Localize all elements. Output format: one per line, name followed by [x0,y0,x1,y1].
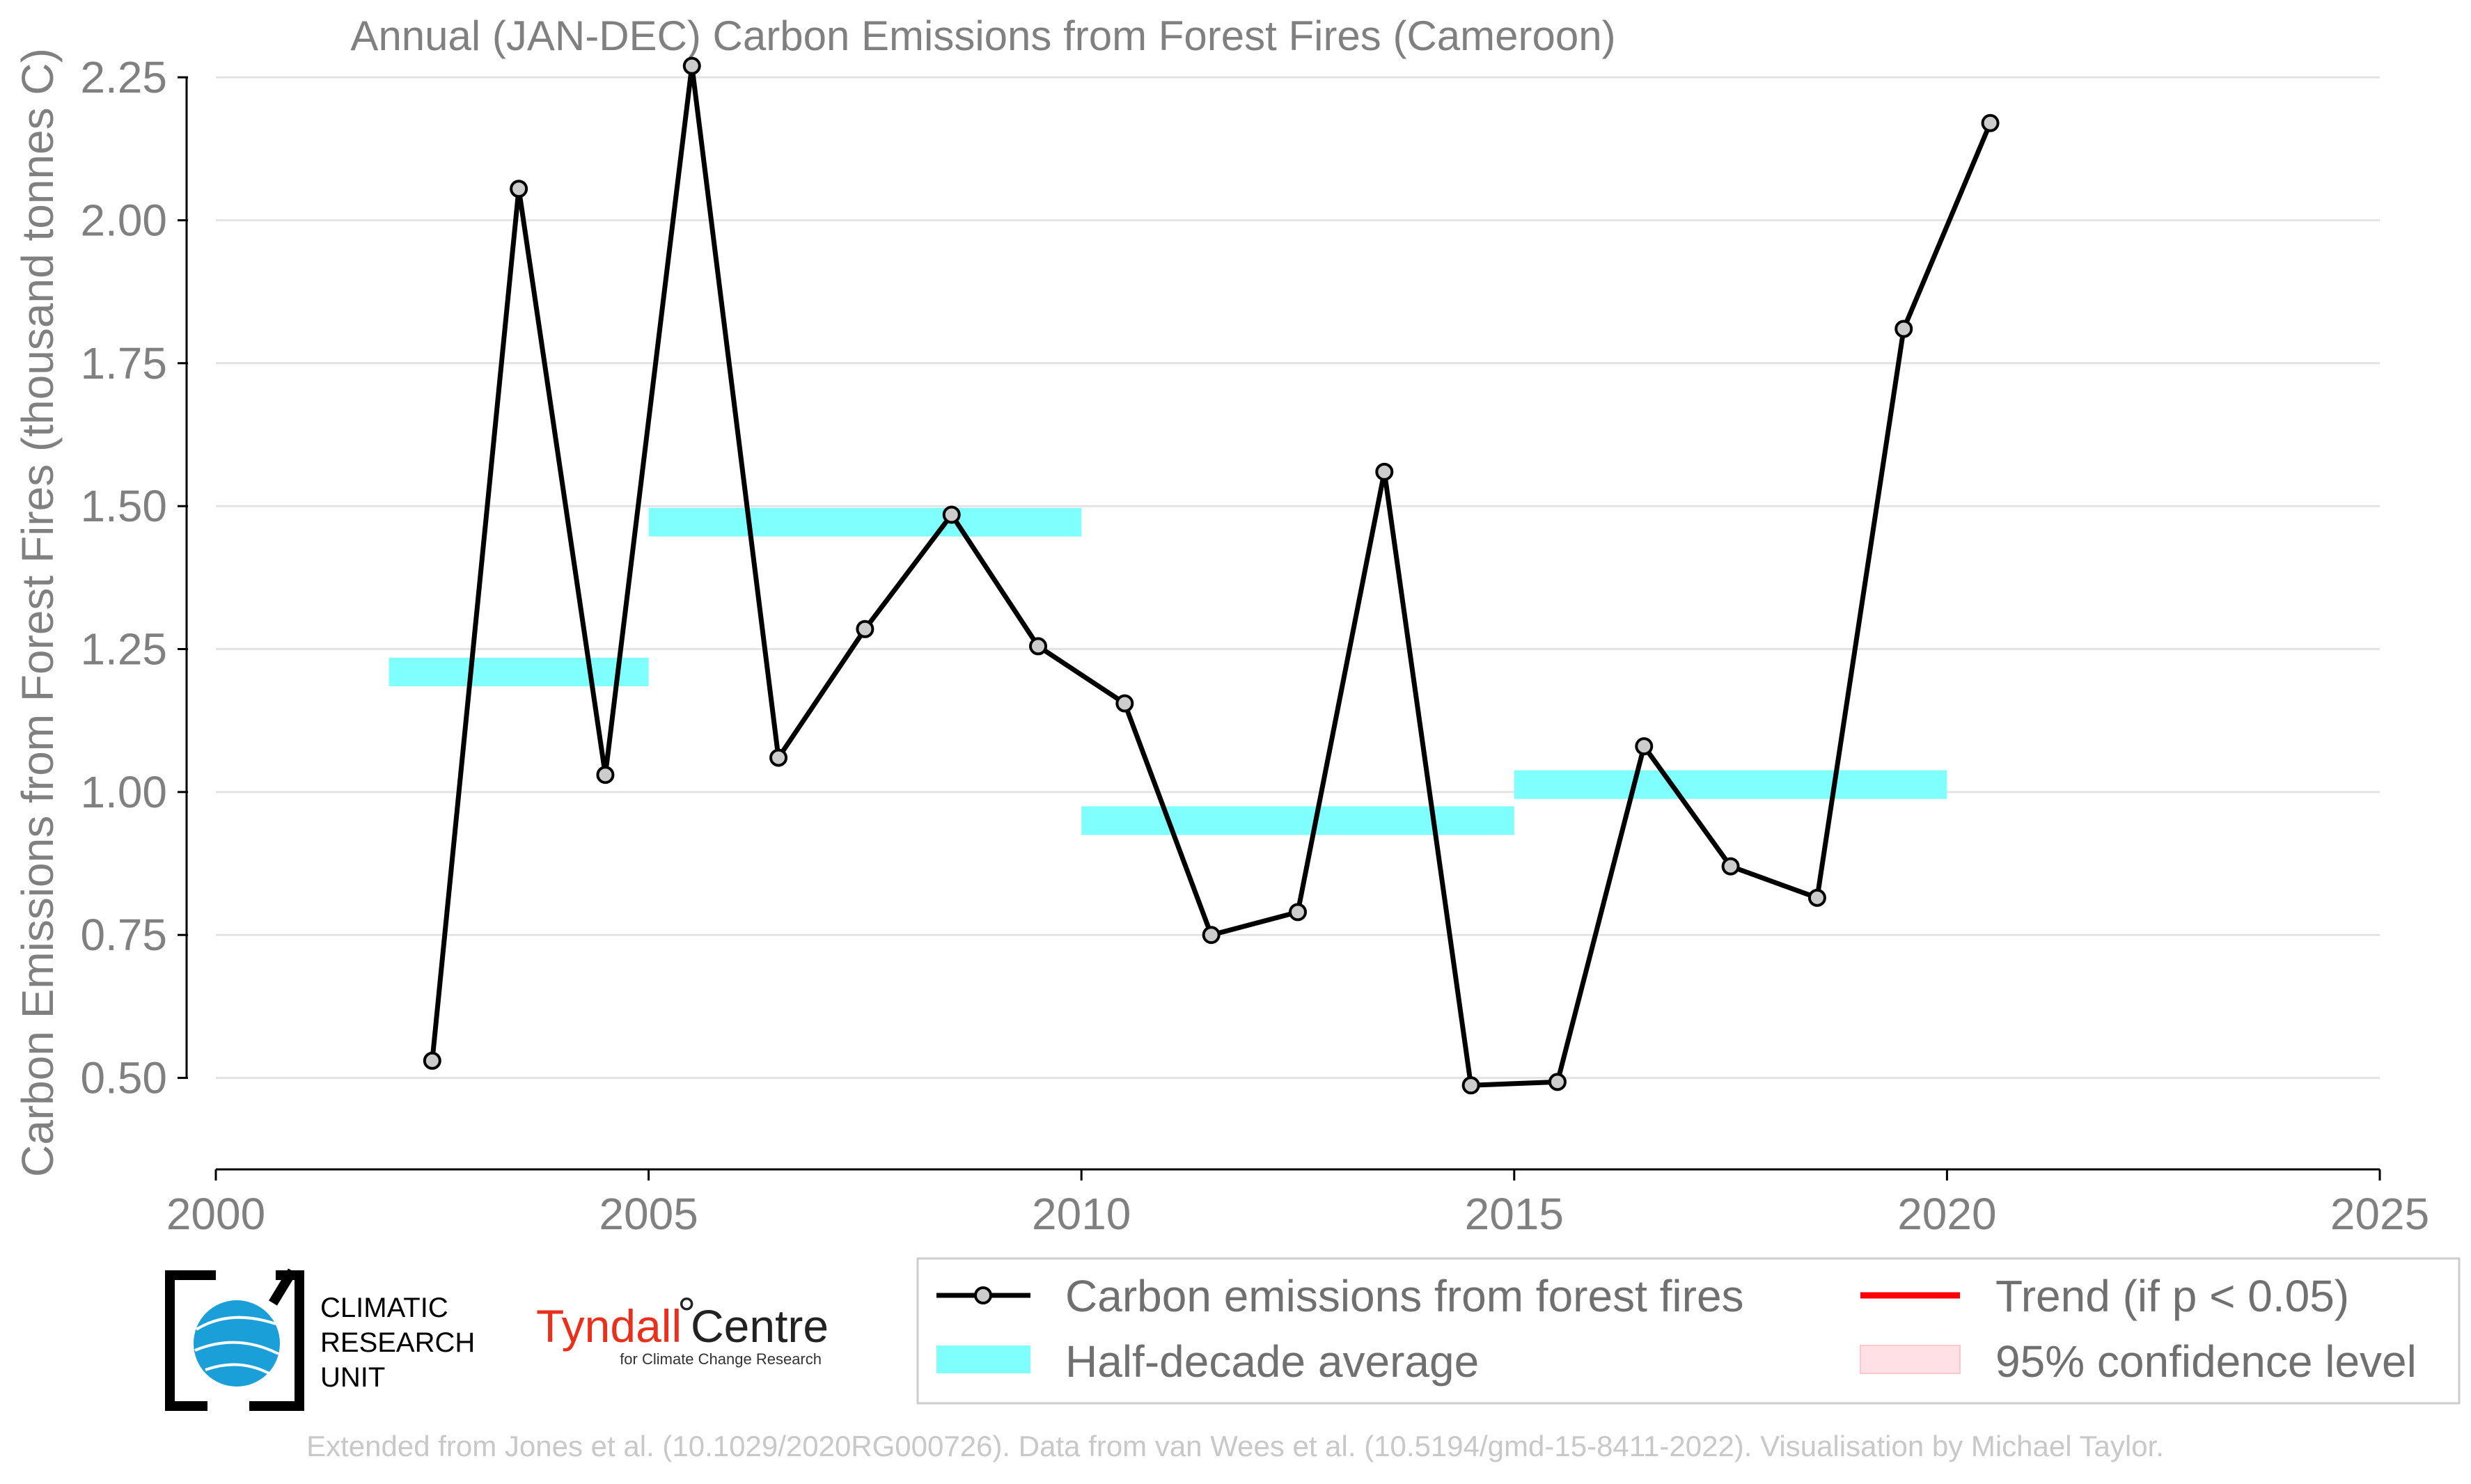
tyndall-logo: Tyndall ° Centre for Climate Change Rese… [536,1288,829,1368]
footer-credit: Extended from Jones et al. (10.1029/2020… [306,1430,2164,1462]
cru-logo-bracket-left [165,1270,216,1411]
legend-swatch-half-decade [936,1345,1030,1373]
y-tick-label: 1.25 [80,624,167,674]
legend-swatch-emissions-marker [974,1286,992,1304]
y-axis-label: Carbon Emissions from Forest Fires (thou… [13,48,63,1177]
legend-frame [916,1257,2461,1405]
cru-text-line-2: RESEARCH [320,1327,475,1358]
x-tick-label: 2020 [1897,1189,1996,1239]
cru-logo: CLIMATIC RESEARCH UNIT [165,1268,475,1411]
legend-label-half-decade: Half-decade average [1065,1336,1479,1387]
data-point [1721,857,1740,876]
half-decade-bar [1081,806,1514,835]
data-point [1895,319,1913,338]
data-point [682,56,701,75]
data-point [423,1051,441,1070]
data-point [1461,1076,1480,1095]
x-tick-label: 2000 [166,1189,265,1239]
data-point [510,180,528,198]
series-line-layer [423,56,2000,1095]
data-point [856,619,874,638]
cru-logo-slash [269,1268,297,1306]
data-point [1202,926,1221,945]
data-point [1548,1073,1567,1091]
x-tick-label: 2025 [2330,1189,2429,1239]
legend: Carbon emissions from forest fires Half-… [916,1257,2461,1405]
globe-icon-lines [194,1316,279,1376]
x-tick-label: 2015 [1465,1189,1564,1239]
tyndall-centre: Centre [691,1300,829,1352]
legend-swatch-confidence [1860,1345,1961,1374]
y-tick-label: 0.50 [80,1053,167,1103]
tyndall-name: Tyndall [536,1300,682,1352]
y-tick-label: 1.75 [80,338,167,388]
data-point [769,748,788,767]
y-tick-label: 1.00 [80,767,167,817]
gridlines [216,76,2380,1080]
half-decade-bar [648,507,1082,537]
y-tick-label: 2.00 [80,195,167,245]
x-tick-label: 2005 [599,1189,698,1239]
axes: 0.50 0.75 1.00 1.25 1.50 1.75 2.00 2.25 2000 2005… [80,52,2429,1239]
half-decade-bars [389,507,1947,835]
data-point [596,766,615,784]
cru-text-line-3: UNIT [320,1362,385,1393]
data-point [1807,888,1826,907]
data-point [1029,637,1048,656]
y-tick-label: 2.25 [80,52,167,102]
data-point [1981,113,2000,132]
legend-label-trend: Trend (if p < 0.05) [1995,1271,2349,1321]
data-point [1115,694,1134,713]
x-tick-label: 2010 [1032,1189,1131,1239]
legend-label-confidence: 95% confidence level [1995,1336,2417,1387]
data-point [1375,462,1394,481]
data-point [1635,737,1654,756]
data-point [1289,903,1307,922]
tyndall-subtitle: for Climate Change Research [620,1350,822,1368]
chart-title: Annual (JAN-DEC) Carbon Emissions from F… [350,13,1615,59]
legend-label-emissions: Carbon emissions from forest fires [1065,1271,1744,1321]
y-tick-label: 0.75 [80,910,167,960]
half-decade-bar [1514,770,1947,799]
y-tick-label: 1.50 [80,481,167,531]
cru-text-line-1: CLIMATIC [320,1293,448,1323]
data-point [942,505,961,524]
tyndall-degree: ° [677,1288,696,1339]
half-decade-bar [389,657,649,686]
